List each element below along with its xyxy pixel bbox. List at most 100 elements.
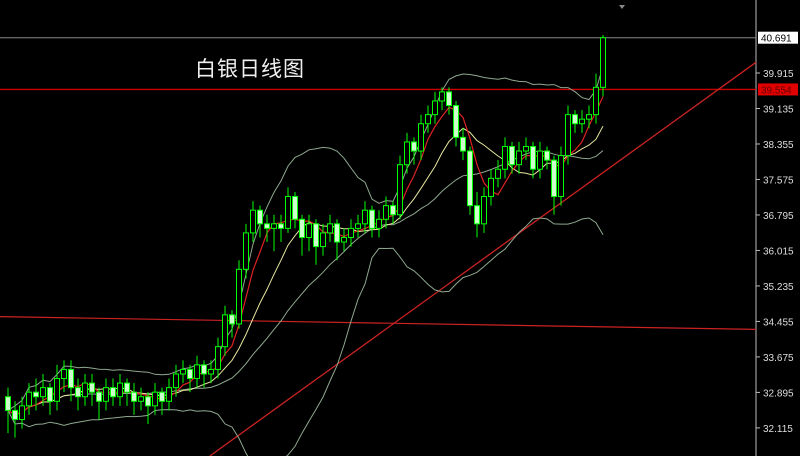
candle [131, 383, 137, 415]
candle [285, 187, 291, 233]
candle-body [481, 196, 487, 225]
candle [551, 155, 557, 215]
y-tick-label: 35.235 [763, 282, 794, 293]
candle-body [439, 91, 445, 102]
candle-body [47, 387, 53, 402]
candle-body [425, 114, 431, 125]
candle-body [180, 368, 186, 375]
candle [495, 160, 501, 188]
candle-body [502, 145, 508, 170]
candle-body [54, 378, 60, 402]
candle-body [173, 373, 179, 389]
candle-body [12, 409, 18, 420]
candle-body [5, 396, 11, 411]
candle [474, 191, 480, 238]
candle [61, 360, 67, 393]
candle [110, 378, 116, 406]
candle [12, 401, 18, 438]
current-price-box [758, 31, 798, 44]
candle [278, 214, 284, 243]
candle-body [75, 387, 81, 398]
candle-body [320, 232, 326, 248]
bollinger-lower-band [7, 217, 604, 456]
candle [19, 396, 25, 429]
candle-body [327, 223, 333, 234]
candle-body [285, 196, 291, 229]
candle [348, 219, 354, 247]
candle [194, 355, 200, 388]
candle-body [306, 223, 312, 238]
candle-body [110, 387, 116, 398]
y-tick-label: 36.015 [763, 246, 794, 257]
candle [54, 364, 60, 411]
candle [124, 378, 130, 406]
candle [313, 219, 319, 265]
candle-body [131, 391, 137, 402]
candle-body [33, 391, 39, 398]
candle [572, 110, 578, 133]
candle-body [411, 141, 417, 152]
candle [201, 360, 207, 388]
support-line [0, 316, 757, 330]
candle [467, 146, 473, 215]
candle [152, 383, 158, 415]
candle-body [593, 86, 599, 116]
candle [222, 305, 228, 356]
candle-body [89, 382, 95, 393]
candle-body [488, 177, 494, 198]
bollinger-upper-band [7, 66, 604, 411]
candle-body [145, 396, 151, 407]
y-tick-label: 39.135 [763, 104, 794, 115]
shift-marker-icon [619, 5, 625, 9]
candle [558, 146, 564, 206]
candle [355, 214, 361, 238]
candle-body [208, 368, 214, 375]
resistance-price-box [758, 83, 798, 96]
y-tick-label: 32.895 [763, 388, 794, 399]
candle-body [355, 223, 361, 229]
candle [397, 155, 403, 220]
candle [418, 114, 424, 161]
candle [460, 128, 466, 161]
candle [215, 337, 221, 379]
candle-body [495, 168, 501, 179]
candle-body [103, 387, 109, 402]
candle [523, 137, 529, 161]
candle [341, 228, 347, 252]
candle-body [229, 314, 235, 325]
candle [446, 87, 452, 115]
candle [117, 373, 123, 406]
candle [5, 387, 11, 434]
candle-body [187, 368, 193, 380]
candle [334, 219, 340, 261]
candle [299, 214, 305, 256]
candle [257, 205, 263, 238]
trend-line [209, 61, 757, 456]
y-tick-label: 33.675 [763, 353, 794, 364]
candle [362, 201, 368, 233]
candle [516, 141, 522, 174]
candle [488, 169, 494, 206]
candle [208, 360, 214, 384]
candle [376, 210, 382, 238]
ma-fast-line [7, 96, 604, 416]
candle [404, 132, 410, 174]
candle [264, 214, 270, 243]
candle-body [341, 236, 347, 243]
candle-body [551, 159, 557, 198]
candle-body [558, 155, 564, 198]
candle [229, 310, 235, 338]
candle-body [537, 150, 543, 170]
candle-body [523, 145, 529, 152]
candle [530, 141, 536, 179]
candle-body [194, 364, 200, 380]
candle [600, 35, 606, 97]
chart-title: 白银日线图 [195, 57, 305, 81]
candle [40, 373, 46, 406]
candle-body [390, 205, 396, 216]
candle [173, 364, 179, 397]
candle-body [292, 196, 298, 220]
candle-body [257, 209, 263, 225]
candle [579, 110, 585, 133]
